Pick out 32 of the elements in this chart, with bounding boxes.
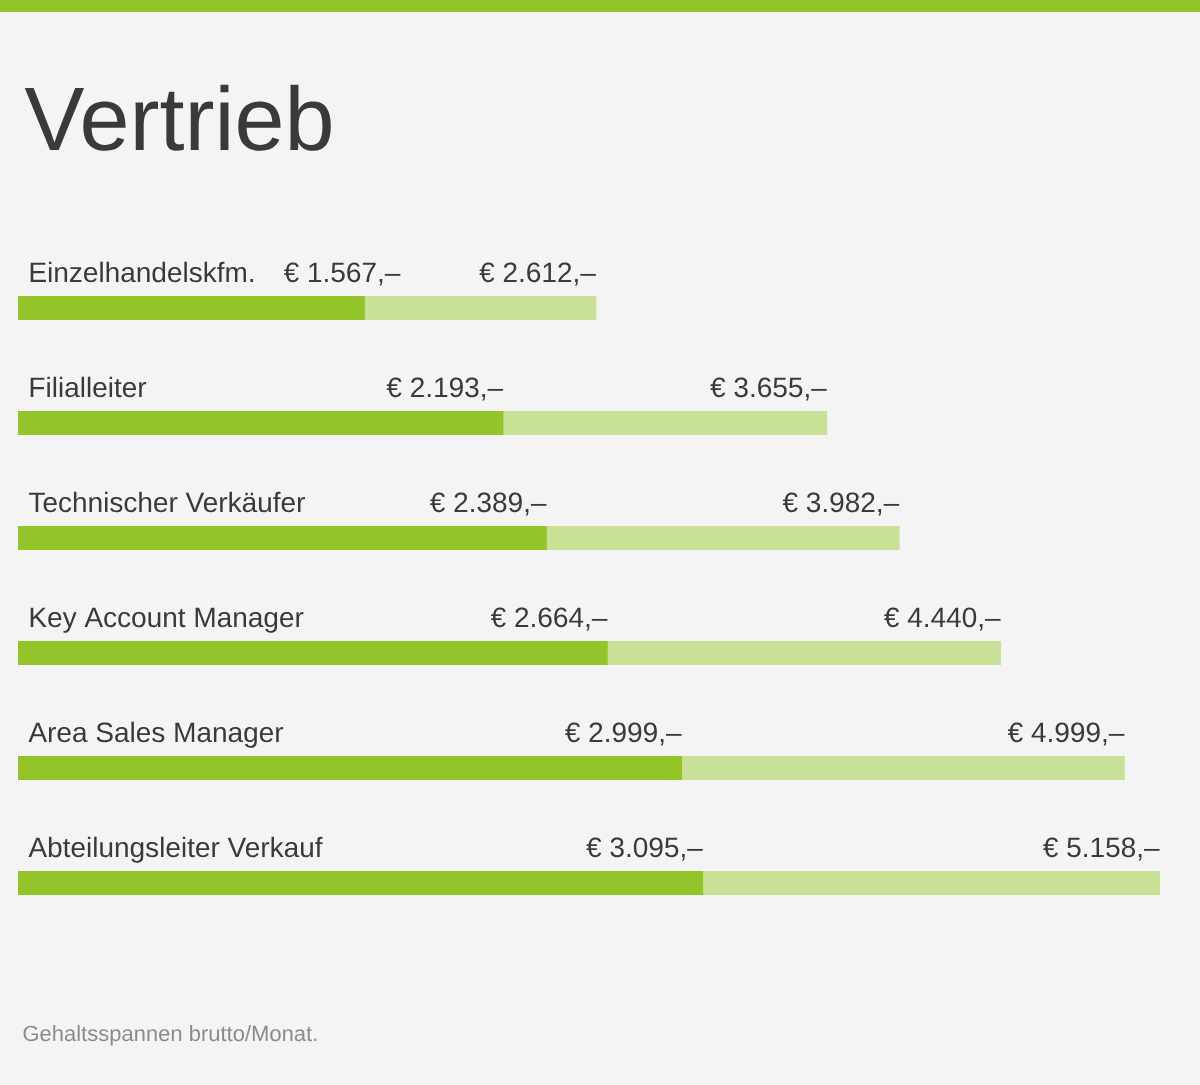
bar (18, 755, 682, 780)
y-tick-label: Abteilungsleiter Verkauf (28, 836, 323, 863)
total-label: € 5.158,– (1043, 837, 1160, 861)
bar (546, 525, 900, 550)
data-label: € 2.999,– (565, 722, 682, 746)
data-label: € 3.095,– (586, 837, 703, 861)
y-tick-label: Key Account Manager (30, 607, 304, 633)
total-label: € 3.982,– (782, 492, 900, 516)
total-label: € 2.612,– (479, 262, 596, 286)
bar (503, 410, 828, 435)
chart-title: Vertrieb (24, 84, 331, 151)
bar (18, 871, 704, 895)
y-tick-label: Area Sales Manager (28, 721, 284, 748)
bar (18, 525, 547, 550)
text: Gehaltsspannen brutto/Monat. (23, 1025, 317, 1046)
bar (18, 410, 504, 435)
data-label: € 2.664,– (490, 607, 608, 631)
total-label: € 4.999,– (1007, 722, 1125, 746)
bar (18, 295, 365, 320)
data-label: € 2.193,– (386, 377, 504, 401)
y-tick-label: Einzelhandelskfm. (30, 261, 254, 283)
bar (703, 871, 1161, 895)
bar (364, 295, 597, 320)
y-tick-label: Technischer Verkäufer (29, 491, 305, 513)
bar (682, 755, 1125, 780)
data-label: € 1.567,– (283, 262, 401, 286)
data-label: € 2.389,– (429, 492, 547, 516)
bar (18, 640, 608, 665)
bar (607, 640, 1002, 665)
y-tick-label: Filialleiter (30, 376, 147, 398)
total-label: € 3.655,– (710, 377, 827, 401)
total-label: € 4.440,– (884, 607, 1001, 631)
